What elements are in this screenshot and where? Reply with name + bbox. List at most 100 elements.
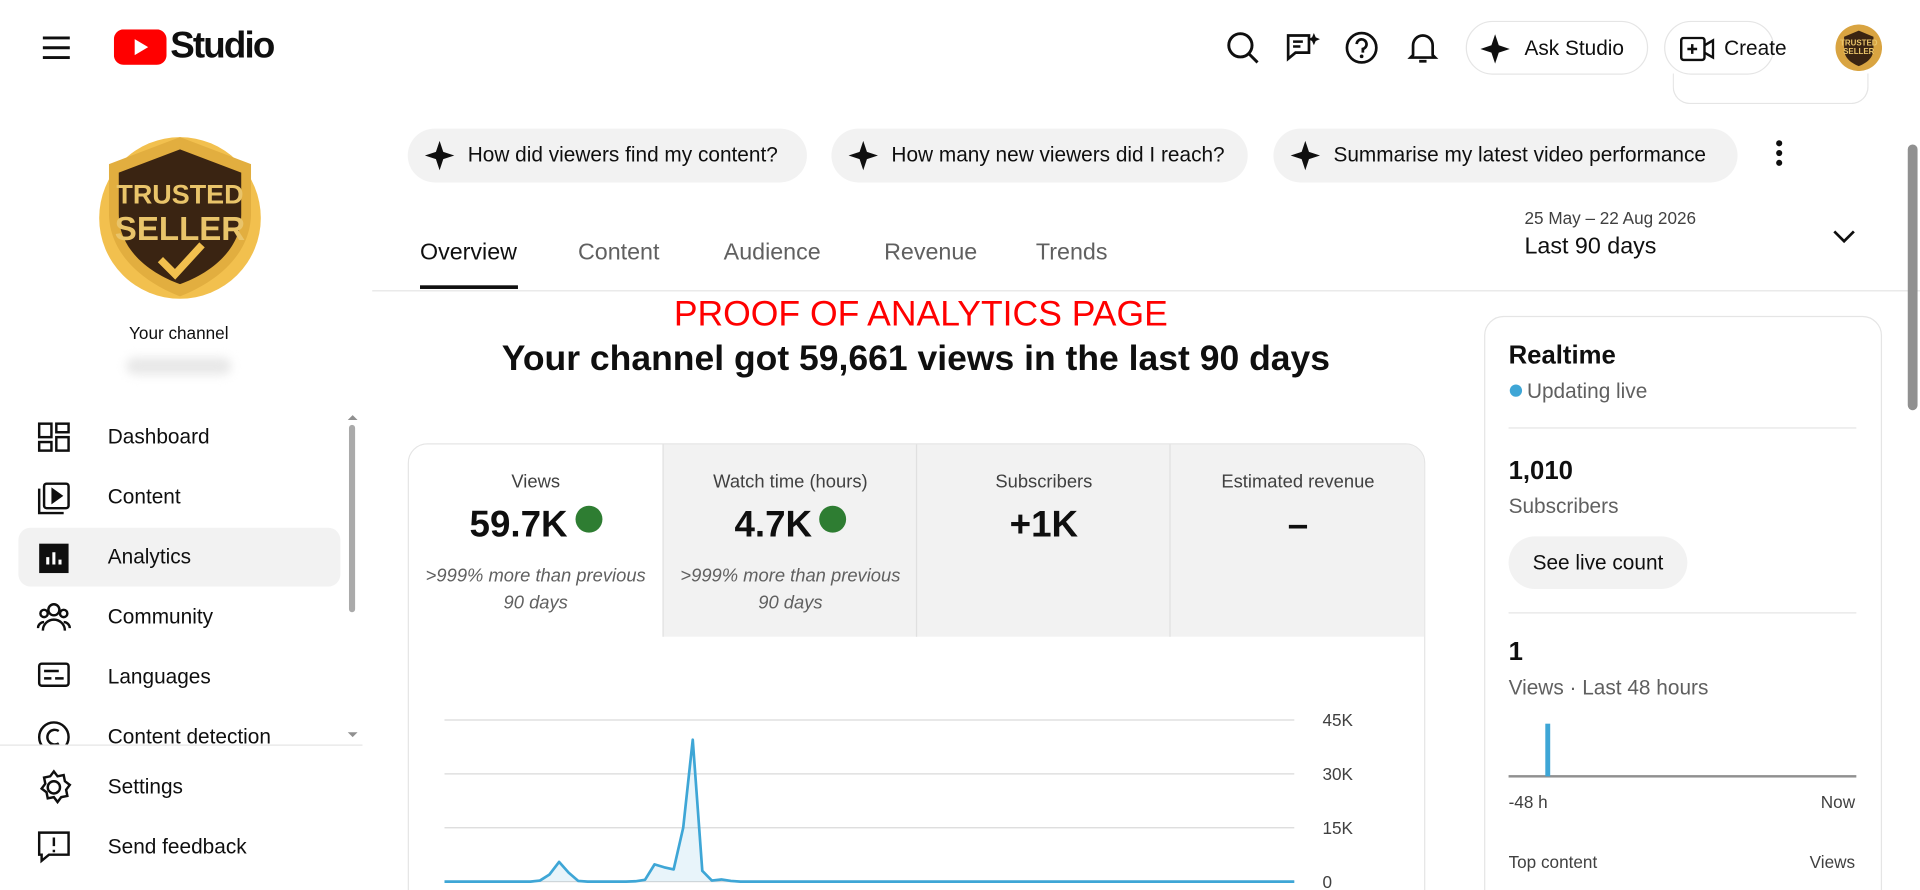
sparkle-icon bbox=[424, 140, 455, 171]
tab[interactable]: Content bbox=[577, 240, 660, 266]
feedback-button[interactable] bbox=[1284, 31, 1321, 65]
sparkle-icon bbox=[848, 140, 878, 171]
help-button[interactable] bbox=[1344, 31, 1378, 65]
nav-highlight bbox=[18, 527, 341, 587]
divider bbox=[1508, 612, 1857, 614]
tab[interactable]: Overview bbox=[420, 240, 517, 266]
cut-off-button bbox=[1672, 73, 1869, 105]
metric-note: >999% more than previous 90 days bbox=[680, 565, 901, 614]
views-count: 1 bbox=[1508, 637, 1523, 667]
metric-note: >999% more than previous 90 days bbox=[425, 565, 646, 614]
y-tick-label: 0 bbox=[1322, 872, 1332, 890]
annotation: PROOF OF ANALYTICS PAGE bbox=[673, 295, 1168, 335]
prompt-chip[interactable]: How did viewers find my content? bbox=[407, 128, 807, 183]
logo-text[interactable]: Studio bbox=[170, 25, 275, 67]
realtime-panel bbox=[1484, 315, 1883, 890]
button-label: See live count bbox=[1532, 550, 1664, 574]
nav-item[interactable]: Community bbox=[107, 604, 214, 629]
metric-label: Estimated revenue bbox=[1221, 471, 1375, 493]
sidebar-footer bbox=[0, 744, 363, 890]
y-tick-label: 15K bbox=[1322, 818, 1353, 838]
up-icon bbox=[819, 505, 847, 533]
nav-item[interactable]: Settings bbox=[107, 775, 183, 799]
metric-tab[interactable]: Watch time (hours) 4.7K >999% more than pr… bbox=[662, 444, 918, 637]
date-range-dropdown[interactable] bbox=[1832, 228, 1856, 245]
scroll-arrows bbox=[347, 415, 358, 738]
ask-studio-button[interactable]: Ask Studio bbox=[1465, 20, 1649, 75]
prompt-text: How did viewers find my content? bbox=[467, 143, 778, 167]
metric-label: Subscribers bbox=[995, 471, 1093, 493]
divider bbox=[1508, 427, 1857, 429]
metric-label: Watch time (hours) bbox=[713, 471, 868, 493]
headline: Your channel got 59,661 views in the las… bbox=[501, 339, 1331, 379]
views-chart: 0 15K 30K 45K bbox=[444, 710, 1353, 890]
up-icon bbox=[574, 505, 602, 533]
channel-label[interactable]: Your channel bbox=[129, 323, 229, 343]
more-button[interactable] bbox=[1773, 138, 1785, 167]
y-tick-label: 45K bbox=[1322, 710, 1353, 730]
page-scrollbar[interactable] bbox=[1907, 144, 1918, 411]
nav-item[interactable]: Languages bbox=[107, 664, 211, 689]
channel-badge: TRUSTED SELLER bbox=[99, 137, 261, 299]
prompt-chip[interactable]: How many new viewers did I reach? bbox=[831, 128, 1248, 183]
live-dot bbox=[1509, 384, 1523, 397]
live-count-button[interactable]: See live count bbox=[1508, 536, 1688, 589]
tab-indicator bbox=[420, 285, 518, 289]
sparkle-icon bbox=[1290, 140, 1321, 171]
prompt-text: How many new viewers did I reach? bbox=[891, 143, 1225, 167]
avatar-text: SELLER bbox=[1843, 47, 1875, 56]
sidebar-scrollbar[interactable] bbox=[348, 424, 356, 613]
create-button[interactable]: Create bbox=[1664, 20, 1787, 75]
spark-bar bbox=[1545, 723, 1551, 777]
nav-item[interactable]: Analytics bbox=[107, 544, 192, 569]
avatar-text: TRUSTED bbox=[1840, 38, 1878, 47]
nav-item[interactable]: Content detection bbox=[107, 724, 271, 749]
date-range-label[interactable]: Last 90 days bbox=[1524, 233, 1657, 260]
footer-icons bbox=[37, 769, 72, 864]
top-views-label: Views bbox=[1809, 852, 1856, 872]
metric-value: 59.7K bbox=[469, 504, 568, 545]
tab[interactable]: Revenue bbox=[884, 240, 978, 266]
nav-icons bbox=[36, 422, 72, 751]
tab-divider bbox=[372, 290, 1920, 292]
top-content-label: Top content bbox=[1508, 852, 1598, 872]
spark-baseline bbox=[1508, 775, 1857, 778]
metric-tab[interactable]: Views 59.7K >999% more than previous 90 da… bbox=[408, 444, 663, 637]
metric-tab[interactable]: Subscribers +1K bbox=[915, 444, 1171, 637]
spark-end: Now bbox=[1820, 792, 1856, 812]
subscriber-label: Subscribers bbox=[1508, 494, 1619, 518]
badge-text: SELLER bbox=[115, 211, 245, 248]
area bbox=[444, 739, 1295, 882]
create-icon bbox=[1680, 36, 1715, 62]
prompt-text: Summarise my latest video performance bbox=[1333, 143, 1707, 167]
ask-studio-label: Ask Studio bbox=[1524, 36, 1624, 61]
spark-start: -48 h bbox=[1508, 792, 1548, 812]
account-avatar[interactable]: TRUSTED SELLER bbox=[1835, 24, 1883, 72]
line bbox=[444, 738, 1295, 883]
realtime-status: Updating live bbox=[1526, 379, 1648, 403]
metric-value: +1K bbox=[1009, 504, 1079, 545]
metric-value: 4.7K bbox=[734, 504, 813, 545]
logo-icon[interactable] bbox=[113, 29, 167, 65]
nav-item[interactable]: Send feedback bbox=[107, 835, 247, 859]
metric-tab[interactable]: Estimated revenue – bbox=[1169, 444, 1425, 637]
tab[interactable]: Audience bbox=[723, 240, 821, 266]
date-range-dates[interactable]: 25 May – 22 Aug 2026 bbox=[1524, 208, 1697, 228]
search-button[interactable] bbox=[1226, 31, 1260, 65]
notifications-button[interactable] bbox=[1407, 31, 1439, 65]
create-label: Create bbox=[1724, 36, 1787, 61]
menu-button[interactable] bbox=[42, 34, 71, 61]
metric-label: Views bbox=[511, 471, 561, 493]
sparkle-icon bbox=[1480, 34, 1510, 64]
nav-item[interactable]: Content bbox=[107, 484, 181, 509]
metric-value: – bbox=[1287, 504, 1309, 545]
prompt-chip[interactable]: Summarise my latest video performance bbox=[1273, 128, 1738, 183]
views-label: Views · Last 48 hours bbox=[1508, 675, 1709, 700]
subscriber-count: 1,010 bbox=[1508, 456, 1573, 485]
metrics-panel: Views 59.7K >999% more than previous 90 da… bbox=[407, 443, 1426, 890]
nav-item[interactable]: Dashboard bbox=[107, 424, 210, 449]
tab[interactable]: Trends bbox=[1035, 240, 1108, 266]
blurred-channel-name bbox=[126, 357, 232, 375]
